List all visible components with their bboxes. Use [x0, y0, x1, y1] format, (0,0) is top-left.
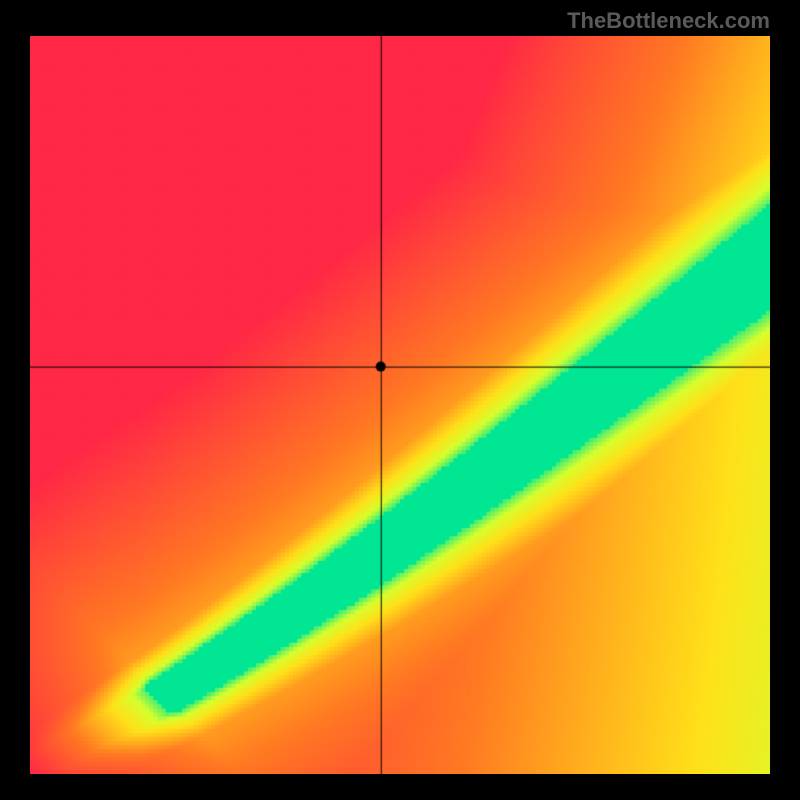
heatmap-plot — [30, 36, 770, 774]
chart-container: TheBottleneck.com — [0, 0, 800, 800]
heatmap-canvas — [30, 36, 770, 774]
watermark-text: TheBottleneck.com — [567, 8, 770, 34]
